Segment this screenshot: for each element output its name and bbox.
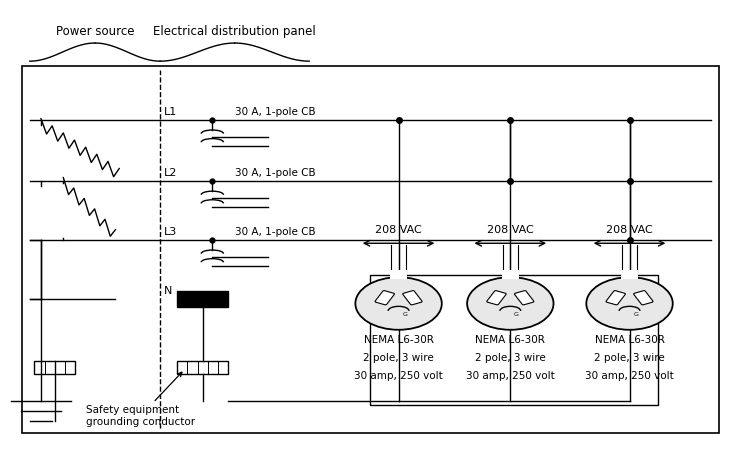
FancyBboxPatch shape xyxy=(403,291,422,305)
Text: 30 amp, 250 volt: 30 amp, 250 volt xyxy=(354,371,443,381)
Text: Power source: Power source xyxy=(56,24,134,38)
Bar xyxy=(621,270,638,279)
Text: Electrical distribution panel: Electrical distribution panel xyxy=(153,24,316,38)
Text: NEMA L6-30R: NEMA L6-30R xyxy=(595,335,665,345)
Circle shape xyxy=(467,277,554,330)
Bar xyxy=(22,66,719,433)
Circle shape xyxy=(355,277,442,330)
Text: 208 VAC: 208 VAC xyxy=(487,225,533,235)
Bar xyxy=(502,270,519,279)
Text: 30 amp, 250 volt: 30 amp, 250 volt xyxy=(466,371,555,381)
Bar xyxy=(370,275,658,405)
Text: L1: L1 xyxy=(164,107,177,117)
Bar xyxy=(177,291,228,307)
Text: 2 pole, 3 wire: 2 pole, 3 wire xyxy=(595,353,665,363)
Bar xyxy=(390,270,407,279)
Bar xyxy=(177,361,228,374)
Text: 2 pole, 3 wire: 2 pole, 3 wire xyxy=(364,353,434,363)
FancyBboxPatch shape xyxy=(606,291,625,305)
Text: 208 VAC: 208 VAC xyxy=(606,225,653,235)
Text: G: G xyxy=(514,312,519,317)
Text: NEMA L6-30R: NEMA L6-30R xyxy=(364,335,434,345)
FancyBboxPatch shape xyxy=(375,291,394,305)
FancyBboxPatch shape xyxy=(486,291,506,305)
Text: L2: L2 xyxy=(164,169,177,178)
FancyBboxPatch shape xyxy=(634,291,653,305)
Text: G: G xyxy=(402,312,408,317)
Text: 208 VAC: 208 VAC xyxy=(375,225,422,235)
Text: L3: L3 xyxy=(164,227,177,237)
Text: NEMA L6-30R: NEMA L6-30R xyxy=(475,335,545,345)
Text: 2 pole, 3 wire: 2 pole, 3 wire xyxy=(475,353,545,363)
Text: G: G xyxy=(633,312,638,317)
Text: 30 A, 1-pole CB: 30 A, 1-pole CB xyxy=(235,169,315,178)
Circle shape xyxy=(586,277,673,330)
Text: 30 A, 1-pole CB: 30 A, 1-pole CB xyxy=(235,107,315,117)
Text: N: N xyxy=(164,286,172,296)
Text: 30 amp, 250 volt: 30 amp, 250 volt xyxy=(585,371,674,381)
Bar xyxy=(34,361,75,374)
Text: Safety equipment
grounding conductor: Safety equipment grounding conductor xyxy=(86,372,194,427)
Text: 30 A, 1-pole CB: 30 A, 1-pole CB xyxy=(235,227,315,237)
FancyBboxPatch shape xyxy=(515,291,534,305)
